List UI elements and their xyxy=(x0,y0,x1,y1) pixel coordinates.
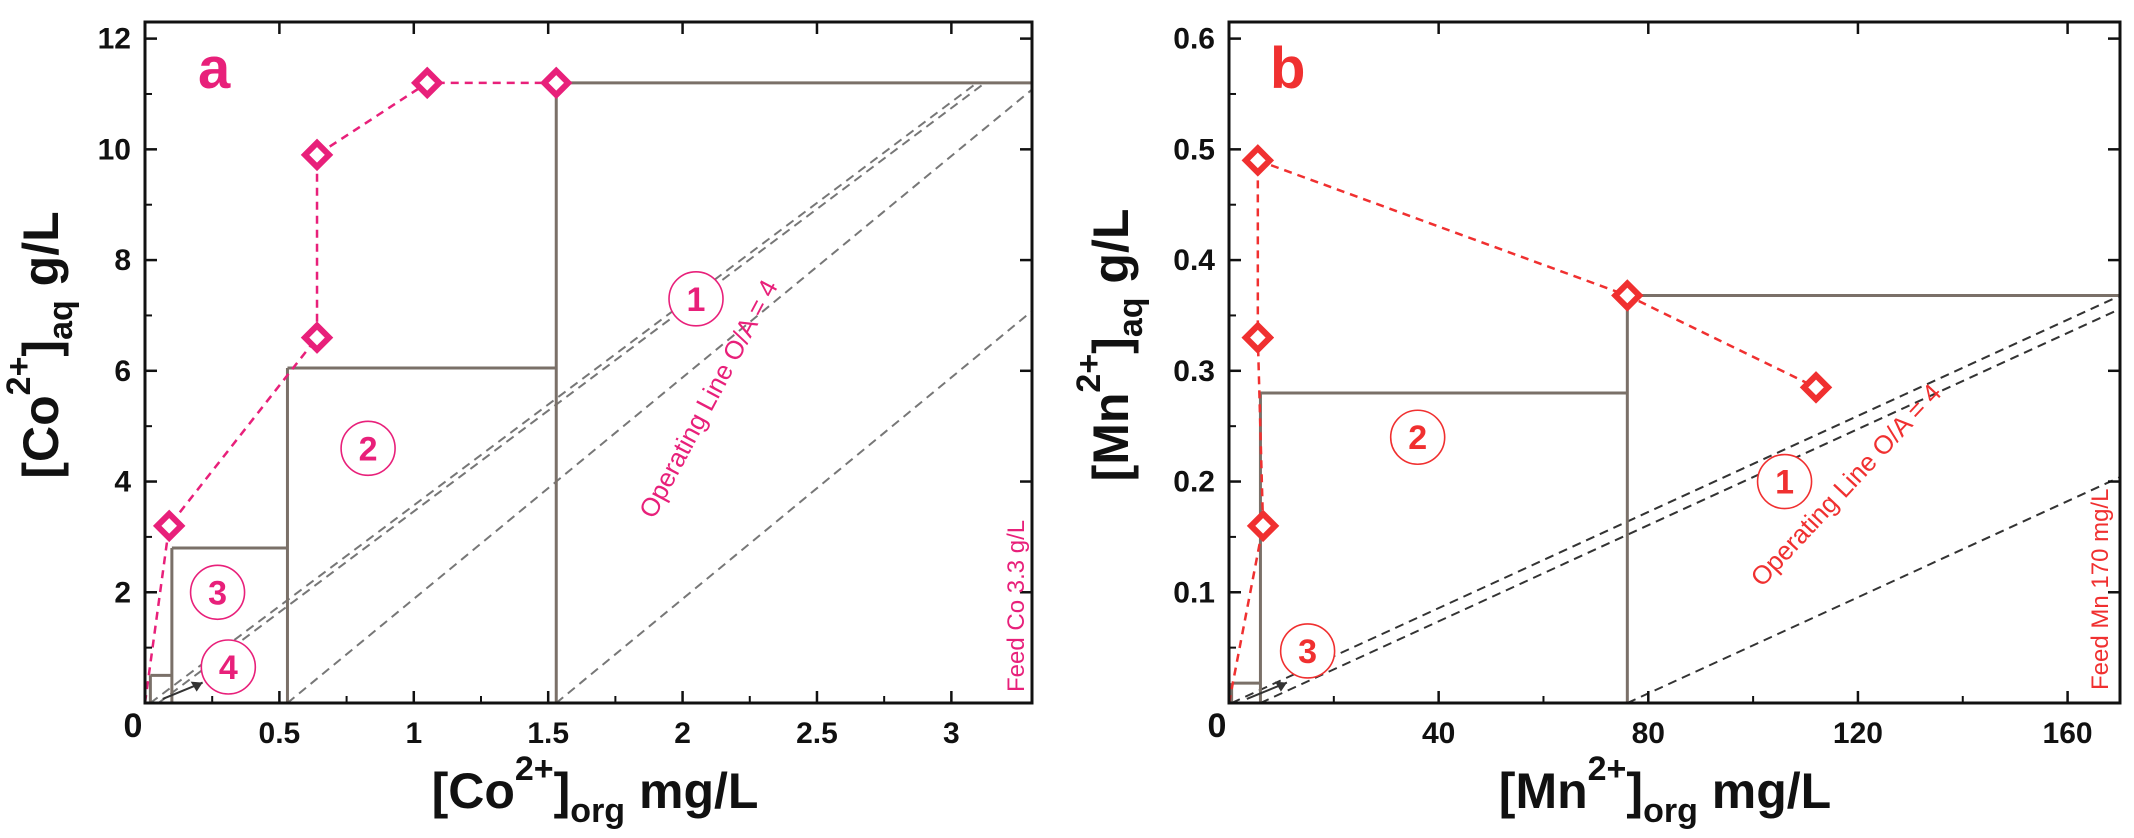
panel-b-xlabel-unit: mg/L xyxy=(1712,763,1831,819)
panel-b-ylabel-unit: g/L xyxy=(1083,209,1139,284)
panel-a-stage-circle-label-2: 2 xyxy=(359,430,378,468)
panel-a-equilibrium-curve xyxy=(143,81,557,704)
panel-b-data-point-3 xyxy=(1241,321,1275,354)
panel-b-x-tick-label-1: 40 xyxy=(1422,717,1455,750)
panel-b-y-tick-label-1: 0.2 xyxy=(1173,466,1215,499)
panel-b-y-tick-label-3: 0.4 xyxy=(1173,244,1215,277)
panel-a-data-point-5 xyxy=(540,66,573,100)
panel-a-xlabel-sup: 2+ xyxy=(515,750,554,788)
panel-a-x-axis-title: [Co2+]org mg/L xyxy=(432,750,759,830)
panel-b-axes-frame xyxy=(1227,20,2122,705)
panel-b-stage-circle-3 xyxy=(1279,623,1336,679)
panel-a-stage-circle-2 xyxy=(340,420,396,477)
panel-a-operating-line-3 xyxy=(286,88,1033,704)
panel-b-y-axis-title: [Mn2+]aq g/L xyxy=(1070,209,1150,482)
panel-b-data-point-4 xyxy=(1241,144,1275,177)
panel-b-x-tick-label-4: 160 xyxy=(2043,717,2093,750)
panel-b-axes-layer: 1 2 3 0 40 80 120 160 0.1 0.2 0.3 0.4 0.5 0.6 xyxy=(1173,20,2122,750)
panel-b-y-tick-label-2: 0.3 xyxy=(1173,355,1215,388)
panel-a-x-tick-label-4: 2 xyxy=(674,717,691,750)
panel-a-y-tick-label-2: 6 xyxy=(114,355,131,388)
panel-a-y-tick-label-1: 4 xyxy=(114,466,131,499)
panel-b-data-point-5 xyxy=(1611,279,1644,312)
panel-b-x-axis-title: [Mn2+]org mg/L xyxy=(1499,750,1831,830)
panel-b-stage-circle-label-1: 1 xyxy=(1775,464,1794,502)
panel-b-y-tick-label-0: 0.1 xyxy=(1173,576,1215,609)
panel-a-xlabel-main: [Co xyxy=(432,763,515,819)
panel-b-xlabel-sup: 2+ xyxy=(1588,750,1627,788)
panel-b-origin-arrowhead xyxy=(1274,681,1287,692)
panel-b-operating-line-3 xyxy=(1626,476,2121,704)
panel-b-x-tick-label-0: 0 xyxy=(1208,707,1227,745)
panel-a-y-tick-label-5: 12 xyxy=(98,23,131,56)
svg-text:[Co2+]aq g/L: [Co2+]aq g/L xyxy=(0,211,80,478)
panel-b-label: b xyxy=(1270,36,1305,101)
panel-a-data-point-1 xyxy=(152,509,186,543)
panel-a-x-tick-label-0: 0 xyxy=(124,707,143,745)
panel-b-data-point-6 xyxy=(1799,371,1833,404)
svg-text:[Mn2+]aq g/L: [Mn2+]aq g/L xyxy=(1070,209,1150,482)
panel-a-operating-line-4 xyxy=(555,310,1033,704)
panel-b-xlabel-main: [Mn xyxy=(1499,763,1588,819)
panel-a-data-point-4 xyxy=(410,66,444,100)
panel-a-axes-frame xyxy=(143,20,1034,705)
panel-a-stage-circle-label-1: 1 xyxy=(687,281,706,319)
panel-a-stage-circle-3 xyxy=(189,564,246,621)
panel-b-ylabel-main: [Mn xyxy=(1083,393,1139,482)
panel-a-y-tick-label-0: 2 xyxy=(114,576,131,609)
panel-b-stage-circle-1 xyxy=(1756,453,1813,510)
panel-a-ylabel-sup: 2+ xyxy=(0,357,38,396)
panel-a-ylabel-sub: aq xyxy=(42,300,80,340)
panel-b-ylabel-sub: aq xyxy=(1112,297,1150,337)
panel-a-ylabel-unit: g/L xyxy=(13,211,69,286)
panel-a-data-point-3 xyxy=(300,138,334,172)
panel-a-y-tick-label-3: 8 xyxy=(114,244,131,277)
panel-b-y-tick-label-5: 0.6 xyxy=(1173,23,1215,56)
panel-a-operating-line-2 xyxy=(157,82,986,704)
panel-a-data-point-2 xyxy=(300,321,334,354)
panel-b-xlabel-sub: org xyxy=(1643,792,1698,830)
panel-a-x-tick-label-1: 0.5 xyxy=(259,717,301,750)
panel-b-x-tick-label-2: 80 xyxy=(1632,717,1665,750)
panel-b-stage-circle-label-3: 3 xyxy=(1298,633,1317,671)
panel-b-x-tick-label-3: 120 xyxy=(1833,717,1883,750)
panel-a-xlabel-sub: org xyxy=(570,792,625,830)
panel-a-x-tick-label-6: 3 xyxy=(943,717,960,750)
panel-a-y-tick-label-4: 10 xyxy=(98,133,131,166)
panel-a-x-tick-label-5: 2.5 xyxy=(796,717,838,750)
panel-a-origin-arrowhead xyxy=(190,681,203,692)
panel-b-feed-label: Feed Mn 170 mg/L xyxy=(2087,489,2114,690)
panel-b-ylabel-sup: 2+ xyxy=(1070,354,1108,393)
panel-a-stage-circle-4 xyxy=(200,639,257,695)
panel-b-stage-circle-2 xyxy=(1389,409,1446,466)
panel-a-ylabel-main: [Co xyxy=(13,395,69,478)
panel-b-operating-line-1 xyxy=(1231,294,2121,704)
panel-a-label: a xyxy=(198,36,231,101)
panel-b-operating-line-2 xyxy=(1260,308,2121,704)
panel-a-x-tick-label-2: 1 xyxy=(405,717,422,750)
panel-a-plot-area xyxy=(145,22,1032,703)
panel-b-plot-area xyxy=(1229,22,2120,703)
panel-a-stage-circle-label-4: 4 xyxy=(219,649,238,687)
panel-b-stage-circle-label-2: 2 xyxy=(1408,419,1427,457)
panel-a-x-tick-label-3: 1.5 xyxy=(527,717,569,750)
panel-a-y-axis-title: [Co2+]aq g/L xyxy=(0,211,80,478)
panel-a-stage-circle-1 xyxy=(668,271,724,327)
panel-b-data-point-1 xyxy=(1246,509,1280,543)
panel-a-stage-circle-label-3: 3 xyxy=(208,574,227,612)
panel-a-xlabel-unit: mg/L xyxy=(639,763,758,819)
panel-a-feed-label: Feed Co 3.3 g/L xyxy=(1003,520,1030,692)
panel-b-y-tick-label-4: 0.5 xyxy=(1173,133,1215,166)
